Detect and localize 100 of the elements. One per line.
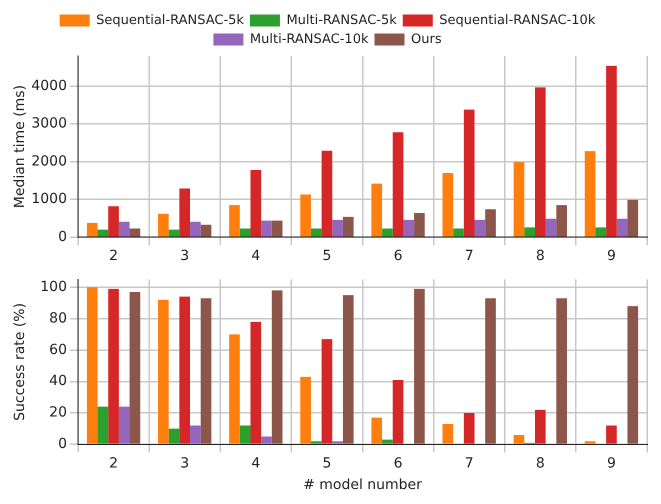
bar [322,150,332,236]
x-tick-label: 9 [606,248,616,264]
bar [534,410,546,444]
bar [453,228,464,236]
bar [200,298,212,444]
bar [179,188,190,236]
bar [310,228,322,236]
bar [200,224,212,236]
bar [250,170,262,236]
legend-label: Sequential-RANSAC-5k [96,12,244,28]
y-tick-label: 40 [49,373,67,390]
x-tick-label: 7 [464,248,474,264]
bar [179,296,190,444]
x-tick-label: 6 [394,248,403,264]
bar [556,298,567,444]
x-tick-label: 3 [180,248,190,264]
x-tick-label: 5 [322,455,332,472]
bar [371,418,382,444]
bar [371,184,382,236]
x-tick-label: 6 [394,455,403,472]
bar [272,290,282,444]
y-tick-label: 4000 [31,78,67,94]
bar [606,66,617,236]
bar [118,406,130,444]
bar [546,218,556,236]
bar [556,205,567,236]
bar [442,173,454,236]
bar [485,298,496,444]
bar [229,334,240,444]
bar [168,230,180,236]
bar [86,287,98,444]
x-tick-label: 8 [536,455,545,472]
bar [414,213,425,236]
bar [464,110,475,236]
y-axis-title: Success rate (%) [12,302,28,421]
bar [524,227,535,236]
bar [98,230,108,236]
bar [261,436,272,444]
x-tick-label: 4 [251,248,260,264]
bar [332,220,343,236]
bar [158,214,169,236]
bar [190,222,201,236]
x-tick-label: 2 [109,455,118,472]
x-axis-title: # model number [303,477,422,494]
bar [595,227,606,236]
bar [229,205,240,236]
y-tick-label: 60 [49,342,67,358]
y-tick-label: 3000 [31,116,67,132]
bar [514,162,524,236]
x-tick-label: 3 [180,455,190,472]
bar [442,424,454,444]
bar [130,292,140,444]
bar [108,206,119,236]
bar [474,220,486,236]
y-tick-label: 80 [49,310,67,326]
x-tick-label: 9 [606,455,616,472]
bar [403,220,414,236]
legend-label: Sequential-RANSAC-10k [439,12,596,28]
bar [606,426,617,444]
bar [261,220,272,236]
bar [534,87,546,236]
x-tick-label: 4 [251,455,260,472]
bar [322,339,332,444]
bar [392,380,404,444]
bar [382,440,393,444]
bar [240,228,250,236]
bar [382,228,393,236]
legend-label: Multi-RANSAC-5k [286,12,398,28]
y-tick-label: 0 [58,228,67,245]
bar [464,412,475,444]
bar [300,376,311,444]
bar [627,306,638,444]
bar [414,288,425,444]
bar [300,194,311,236]
legend-label: Ours [411,32,442,47]
bar [158,300,169,444]
bar [98,406,108,444]
legend-label: Multi-RANSAC-10k [250,32,369,47]
bar [342,295,354,444]
x-tick-label: 5 [322,248,332,264]
bar [616,218,628,236]
x-tick-label: 8 [536,248,545,264]
x-tick-label: 2 [109,248,118,264]
x-tick-label: 7 [464,455,474,472]
bar [240,426,250,444]
y-tick-label: 100 [40,278,67,295]
bar [86,222,98,236]
bar [392,132,404,236]
y-tick-label: 1000 [31,191,67,208]
bar [342,216,354,236]
bar [627,200,638,236]
bar [250,322,262,444]
y-tick-label: 0 [58,436,67,452]
bar [514,434,524,444]
bar [190,426,201,444]
y-tick-label: 20 [49,404,67,421]
y-axis-title: Median time (ms) [12,84,28,208]
bar [118,222,130,236]
bar [108,288,119,444]
bar [485,209,496,236]
